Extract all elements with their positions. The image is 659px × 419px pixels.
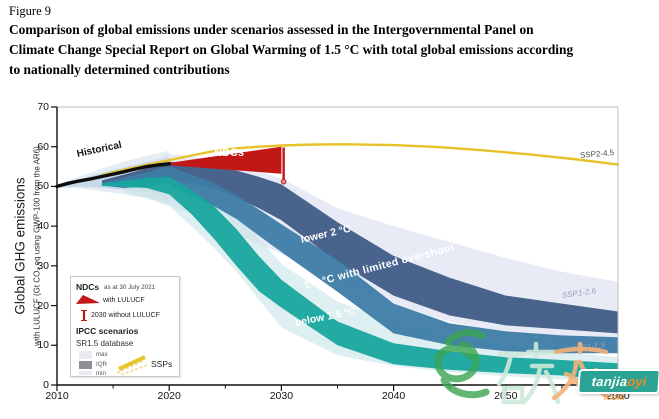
watermark-char-tan bbox=[496, 341, 561, 405]
legend-sr15: SR1.5 database bbox=[76, 339, 134, 348]
x-tick-label: 2030 bbox=[269, 390, 294, 402]
y-tick-label: 20 bbox=[37, 299, 49, 312]
legend-ipcc-title: IPCC scenarios bbox=[76, 326, 139, 336]
y-tick-label: 60 bbox=[37, 140, 49, 153]
legend-max-label: max bbox=[96, 351, 108, 358]
ndc-wedge-icon bbox=[76, 295, 100, 304]
ndc-wedge bbox=[165, 146, 282, 174]
ssp245-line bbox=[100, 143, 620, 177]
legend-ssps-label: SSPs bbox=[151, 359, 173, 369]
legend-with-lulucf: with LULUCF bbox=[103, 297, 145, 304]
legend-iqr-label: IQR bbox=[96, 361, 108, 368]
watermark-char-yi bbox=[434, 329, 490, 399]
figure-title-line-1: Comparison of global emissions under sce… bbox=[9, 22, 534, 37]
y-tick-label: 30 bbox=[37, 259, 49, 272]
figure-caption: Figure 9 Comparison of global emissions … bbox=[9, 4, 654, 80]
legend-box: NDCs as at 30 July 2021 with LULUCF 2030… bbox=[70, 276, 180, 377]
watermark-domain: .com bbox=[604, 392, 626, 402]
y-tick-label: 50 bbox=[37, 180, 49, 193]
ndcs-label: NDCs bbox=[214, 147, 244, 159]
x-tick-label: 2010 bbox=[45, 390, 69, 402]
watermark-badge: tanjia oyi bbox=[577, 369, 659, 394]
y-tick-label: 70 bbox=[37, 101, 49, 113]
legend-iqr-swatch bbox=[79, 361, 92, 369]
legend-min-swatch bbox=[79, 371, 92, 375]
legend-ndcs-date: as at 30 July 2021 bbox=[104, 284, 156, 291]
watermark-badge-text-orange: oyi bbox=[626, 374, 647, 389]
x-tick-label: 2040 bbox=[381, 390, 406, 402]
figure-title-line-3: to nationally determined contributions bbox=[9, 62, 230, 78]
x-tick-label: 2020 bbox=[157, 390, 181, 402]
ssps-lines-icon bbox=[116, 355, 148, 375]
historical-line bbox=[55, 162, 171, 189]
band-below-1p5-iqr bbox=[101, 176, 618, 381]
legend-without-lulucf: 2030 without LULUCF bbox=[91, 312, 160, 319]
y-tick-label: 10 bbox=[37, 339, 49, 352]
legend-min-label: min bbox=[96, 370, 106, 377]
figure-title-line-2: Climate Change Special Report on Global … bbox=[9, 42, 574, 58]
watermark-badge-text: tanjia bbox=[591, 374, 629, 389]
legend-ndcs-title: NDCs bbox=[76, 282, 100, 292]
band-lower-2c-iqr bbox=[101, 161, 618, 334]
band-1p5-limited-overshoot-iqr bbox=[101, 166, 618, 354]
ndc-errorbar-icon bbox=[81, 310, 87, 321]
legend-max-swatch bbox=[79, 351, 92, 359]
ndc-2030-errorbar-dot bbox=[280, 178, 287, 185]
figure-label: Figure 9 bbox=[9, 4, 52, 18]
y-tick-label: 40 bbox=[37, 220, 49, 233]
y-tick-label: 0 bbox=[43, 379, 49, 391]
